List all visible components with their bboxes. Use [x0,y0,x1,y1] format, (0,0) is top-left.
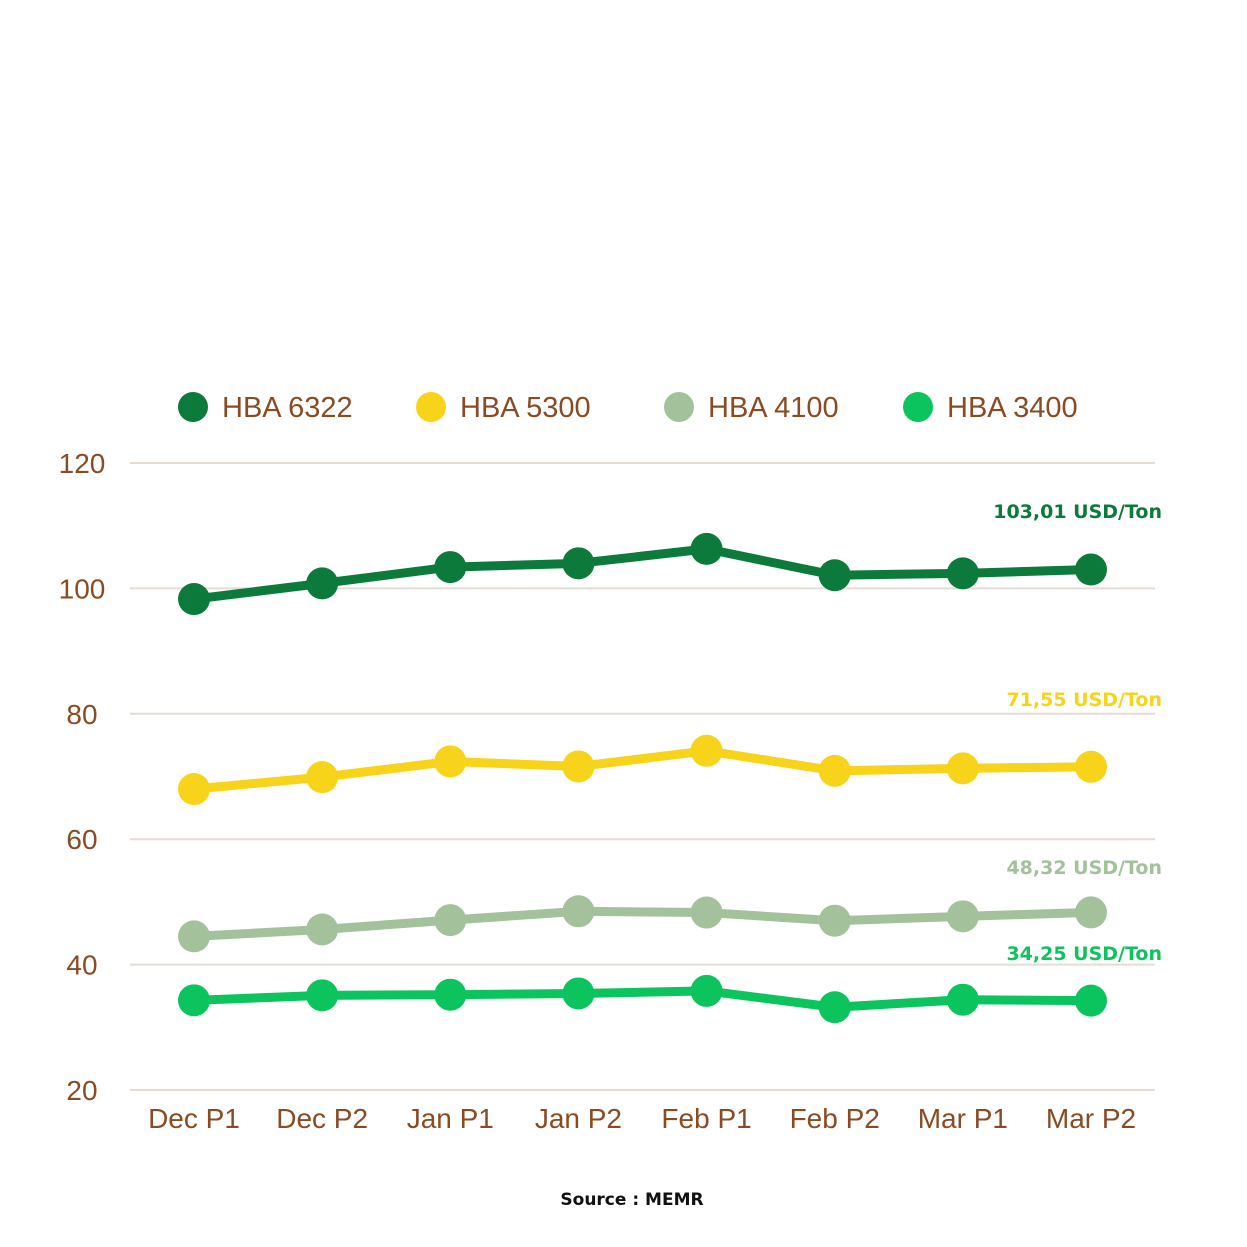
x-tick-label: Dec P1 [148,1103,240,1134]
data-point-hba-5300-feb-p2[interactable] [818,754,851,787]
data-point-hba-4100-dec-p2[interactable] [306,913,339,946]
data-point-hba-6322-dec-p1[interactable] [178,583,210,616]
legend-swatch [178,392,208,422]
end-label-hba-4100: 48,32 USD/Ton [1006,857,1162,879]
series-line-hba-3400 [189,986,1096,1012]
x-tick-label: Dec P2 [276,1103,368,1134]
data-point-hba-3400-dec-p1[interactable] [178,984,210,1017]
series-line-hba-4100 [189,906,1096,941]
x-axis-ticks: Dec P1 Dec P2 Jan P1 Jan P2 Feb P1 Feb P2 Mar … [148,1103,1136,1134]
data-point-hba-3400-dec-p2[interactable] [306,979,339,1012]
source-note: Source : MEMR [560,1190,703,1210]
data-point-hba-4100-jan-p2[interactable] [562,895,595,928]
end-label-hba-6322: 103,01 USD/Ton [993,501,1162,523]
end-value-labels: 103,01 USD/Ton 71,55 USD/Ton 48,32 USD/Ton… [993,501,1162,965]
data-point-hba-6322-feb-p2[interactable] [818,559,851,592]
data-point-hba-3400-mar-p2[interactable] [1075,984,1107,1017]
data-point-hba-5300-dec-p1[interactable] [178,773,210,806]
data-point-hba-5300-jan-p1[interactable] [434,745,467,778]
x-tick-label: Mar P1 [918,1103,1008,1134]
series-line-hba-6322 [189,544,1096,604]
y-tick-label: 80 [66,699,97,730]
legend-item-hba-4100[interactable]: HBA 4100 [664,392,839,424]
data-point-hba-4100-feb-p2[interactable] [818,904,851,937]
legend-swatch [903,392,933,422]
data-point-hba-5300-jan-p2[interactable] [562,750,595,783]
data-point-hba-5300-mar-p2[interactable] [1075,750,1107,783]
data-point-hba-6322-dec-p2[interactable] [306,567,339,600]
legend-item-hba-6322[interactable]: HBA 6322 [178,392,353,424]
series-line-hba-5300 [189,746,1096,794]
y-tick-label: 40 [66,950,97,981]
y-axis-ticks: 20 40 60 80 100 120 [59,448,106,1106]
data-point-hba-3400-mar-p1[interactable] [946,983,979,1016]
x-tick-label: Feb P1 [661,1103,751,1134]
data-point-hba-6322-jan-p1[interactable] [434,551,467,584]
legend-swatch [416,392,446,422]
data-point-hba-4100-jan-p1[interactable] [434,904,467,937]
data-point-hba-4100-feb-p1[interactable] [690,896,723,929]
data-point-hba-5300-feb-p1[interactable] [690,734,723,767]
x-tick-label: Mar P2 [1046,1103,1136,1134]
y-tick-label: 120 [59,448,106,479]
data-point-hba-4100-dec-p1[interactable] [178,920,210,953]
data-point-hba-3400-feb-p2[interactable] [818,991,851,1024]
series-hba-3400 [178,974,1107,1024]
legend-item-hba-3400[interactable]: HBA 3400 [903,392,1078,424]
legend-item-hba-5300[interactable]: HBA 5300 [416,392,591,424]
end-label-hba-5300: 71,55 USD/Ton [1006,689,1162,711]
y-tick-label: 100 [59,573,106,604]
legend: HBA 6322 HBA 5300 HBA 4100 HBA 3400 [178,392,1078,424]
data-point-hba-3400-jan-p2[interactable] [562,977,595,1010]
legend-label: HBA 4100 [708,392,839,424]
data-point-hba-4100-mar-p1[interactable] [946,900,979,933]
legend-label: HBA 5300 [460,392,591,424]
data-point-hba-6322-feb-p1[interactable] [690,532,723,565]
data-point-hba-3400-feb-p1[interactable] [690,974,723,1007]
x-tick-label: Jan P1 [407,1103,494,1134]
series-lines [178,532,1107,1024]
data-point-hba-4100-mar-p2[interactable] [1075,896,1107,929]
x-tick-label: Feb P2 [790,1103,880,1134]
end-label-hba-3400: 34,25 USD/Ton [1006,943,1162,965]
legend-swatch [664,392,694,422]
data-point-hba-6322-mar-p2[interactable] [1075,553,1107,586]
x-tick-label: Jan P2 [535,1103,622,1134]
legend-label: HBA 6322 [222,392,353,424]
data-point-hba-3400-jan-p1[interactable] [434,978,467,1011]
data-point-hba-6322-mar-p1[interactable] [946,557,979,590]
y-tick-label: 60 [66,824,97,855]
data-point-hba-5300-dec-p2[interactable] [306,761,339,794]
series-hba-5300 [178,734,1107,806]
legend-label: HBA 3400 [947,392,1078,424]
series-hba-6322 [178,532,1107,616]
series-hba-4100 [178,895,1107,953]
data-point-hba-5300-mar-p1[interactable] [946,752,979,785]
y-tick-label: 20 [66,1075,97,1106]
data-point-hba-6322-jan-p2[interactable] [562,547,595,580]
